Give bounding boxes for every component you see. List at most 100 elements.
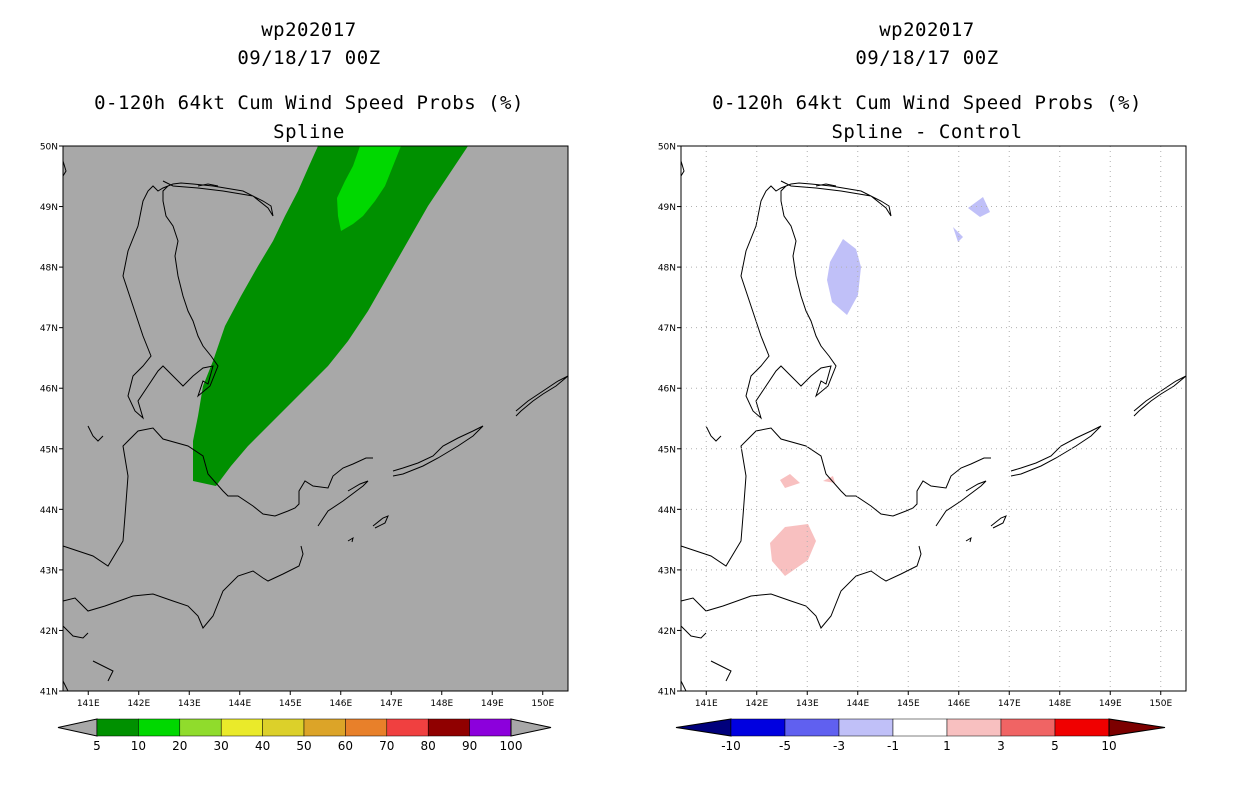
colorbar-label-80: 80 xyxy=(421,739,436,753)
colorbar-label-60: 60 xyxy=(338,739,353,753)
date-time-title: 09/18/17 00Z xyxy=(855,47,999,69)
colorbar-swatch xyxy=(427,718,470,737)
lon-label-144E: 144E xyxy=(228,699,251,709)
colorbar: -10 -5 -3 -1 1 3 5 10 xyxy=(675,718,1166,753)
lat-label-41N: 41N xyxy=(40,688,58,698)
lon-label-148E: 148E xyxy=(430,699,453,709)
coastline-segment xyxy=(680,680,687,692)
lon-label-143E: 143E xyxy=(796,699,819,709)
storm-id-title: wp202017 xyxy=(261,19,357,41)
coastline-segment xyxy=(1133,375,1187,417)
negative-difference-area xyxy=(827,239,861,315)
colorbar-label-5: 5 xyxy=(1051,739,1059,753)
lon-label-149E: 149E xyxy=(481,699,504,709)
colorbar-left-arrow xyxy=(57,718,98,737)
colorbar-swatch xyxy=(220,718,263,737)
lon-label-147E: 147E xyxy=(998,699,1021,709)
colorbar-swatch xyxy=(96,718,139,737)
lat-label-47N: 47N xyxy=(40,324,58,334)
coastline-segment xyxy=(347,536,354,543)
coastline xyxy=(62,160,569,692)
colorbar-label-10: 10 xyxy=(1101,739,1116,753)
lat-label-43N: 43N xyxy=(40,566,58,576)
lat-label-41N: 41N xyxy=(658,688,676,698)
right-panel: wp202017 09/18/17 00Z 0-120h 64kt Cum Wi… xyxy=(618,0,1236,800)
colorbar-swatch xyxy=(345,718,388,737)
map-background xyxy=(681,146,1186,691)
colorbar-swatch xyxy=(303,718,346,737)
colorbar-label-40: 40 xyxy=(255,739,270,753)
storm-id-title: wp202017 xyxy=(879,19,975,41)
colorbar-label-10: 10 xyxy=(131,739,146,753)
negative-difference-area xyxy=(953,227,963,242)
colorbar-left-arrow xyxy=(675,718,732,737)
positive-difference-area xyxy=(780,474,800,488)
lon-label-150E: 150E xyxy=(1149,699,1172,709)
coastline-segment xyxy=(62,427,373,567)
coastline-segment xyxy=(680,625,707,639)
lon-label-146E: 146E xyxy=(329,699,352,709)
coastline-segment xyxy=(62,160,67,177)
coastline-segment xyxy=(710,660,732,682)
colorbar-swatch xyxy=(138,718,181,737)
coastline-segment xyxy=(197,183,219,187)
lon-label-149E: 149E xyxy=(1099,699,1122,709)
lon-label-150E: 150E xyxy=(531,699,554,709)
lon-label-144E: 144E xyxy=(846,699,869,709)
lon-label-145E: 145E xyxy=(279,699,302,709)
map-frame xyxy=(62,145,569,692)
coastline-segment xyxy=(965,536,972,543)
colorbar-label-70: 70 xyxy=(379,739,394,753)
colorbar-label-30: 30 xyxy=(214,739,229,753)
coastline-segment xyxy=(935,480,987,527)
coastline-segment xyxy=(1010,425,1102,477)
colorbar-label--10: -10 xyxy=(721,739,741,753)
colorbar-label-3: 3 xyxy=(997,739,1005,753)
coastline-segment xyxy=(740,180,892,420)
coastline-segment xyxy=(317,480,369,527)
lat-label-46N: 46N xyxy=(40,385,58,395)
difference-field xyxy=(770,197,990,576)
lat-label-50N: 50N xyxy=(40,143,58,153)
lat-label-47N: 47N xyxy=(658,324,676,334)
method-title: Spline xyxy=(273,121,345,143)
colorbar-swatch xyxy=(892,718,948,737)
left-map: 41N 42N 43N 44N 45N 46N 47N 48N 49N 50N 141E 142E 14… xyxy=(40,143,569,753)
lon-label-141E: 141E xyxy=(695,699,718,709)
right-map: 41N 42N 43N 44N 45N 46N 47N 48N 49N 50N 141E 142E 14… xyxy=(658,143,1187,753)
lat-label-45N: 45N xyxy=(658,445,676,455)
coastline-segment xyxy=(815,183,837,187)
lat-label-50N: 50N xyxy=(658,143,676,153)
colorbar-swatch xyxy=(1000,718,1056,737)
lat-label-49N: 49N xyxy=(40,203,58,213)
left-panel: wp202017 09/18/17 00Z 0-120h 64kt Cum Wi… xyxy=(40,19,569,753)
colorbar-label--1: -1 xyxy=(887,739,899,753)
lon-label-145E: 145E xyxy=(897,699,920,709)
lat-label-46N: 46N xyxy=(658,385,676,395)
colorbar-swatch xyxy=(262,718,305,737)
coastline-segment xyxy=(122,180,274,420)
coastline-segment xyxy=(680,427,991,567)
lon-label-141E: 141E xyxy=(77,699,100,709)
colorbar-right-arrow xyxy=(1108,718,1166,737)
colorbar: 5 10 20 30 40 50 60 70 80 90 100 xyxy=(57,718,552,753)
lon-label-147E: 147E xyxy=(380,699,403,709)
lon-label-142E: 142E xyxy=(127,699,150,709)
colorbar-swatch xyxy=(838,718,894,737)
lon-label-146E: 146E xyxy=(947,699,970,709)
coastline-segment xyxy=(680,545,922,629)
product-title: 0-120h 64kt Cum Wind Speed Probs (%) xyxy=(712,92,1142,114)
coastline-segment xyxy=(392,425,484,477)
colorbar-label-1: 1 xyxy=(943,739,951,753)
positive-difference-area xyxy=(770,524,816,576)
colorbar-swatch xyxy=(469,718,512,737)
product-title: 0-120h 64kt Cum Wind Speed Probs (%) xyxy=(94,92,524,114)
lat-label-44N: 44N xyxy=(658,506,676,516)
lat-label-48N: 48N xyxy=(40,264,58,274)
coastline-segment xyxy=(62,680,69,692)
colorbar-label-5: 5 xyxy=(93,739,101,753)
colorbar-swatch xyxy=(730,718,786,737)
prob-contour-5-10 xyxy=(193,146,468,486)
lon-label-143E: 143E xyxy=(178,699,201,709)
coastline-segment xyxy=(372,515,389,529)
